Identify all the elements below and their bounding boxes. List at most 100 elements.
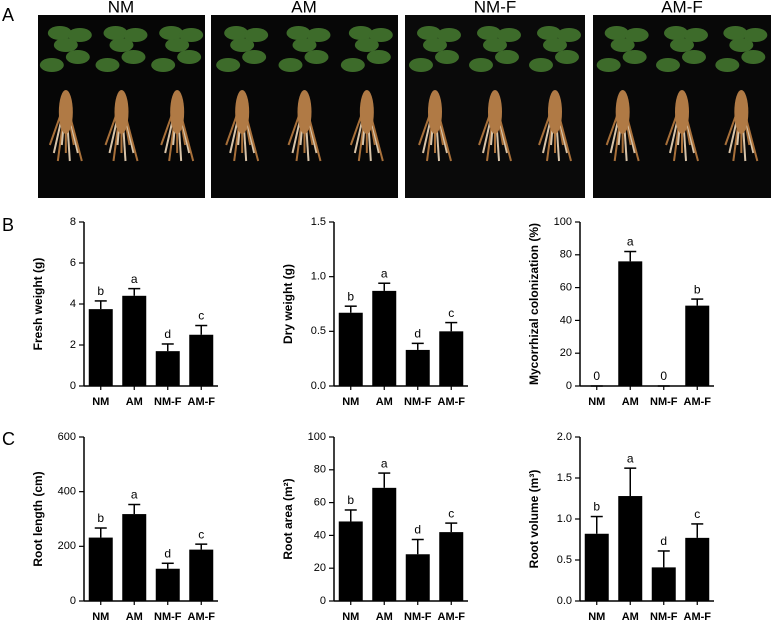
leaf <box>610 38 635 52</box>
significance-label: b <box>593 500 600 514</box>
significance-label: c <box>448 306 454 320</box>
x-tick-label: NM <box>588 396 605 408</box>
y-tick-label: 20 <box>560 347 572 359</box>
leaf <box>684 28 708 42</box>
bar <box>685 537 710 601</box>
leaf <box>656 58 680 72</box>
root-mass <box>548 90 562 134</box>
bar <box>122 514 147 601</box>
root-mass <box>114 90 129 134</box>
chart: 0 20 40 60 80 100 Mycorrhizal colonization (%)… <box>527 216 714 408</box>
leaf <box>244 28 269 42</box>
leaf <box>121 50 146 64</box>
root-mass <box>488 90 502 134</box>
significance-label: c <box>694 507 700 521</box>
significance-label: d <box>164 327 171 341</box>
bar <box>189 334 214 386</box>
y-tick-label: 1.0 <box>311 271 326 283</box>
y-tick-label: 20 <box>314 562 326 574</box>
leaf <box>179 28 204 42</box>
x-tick-label: NM <box>342 396 359 408</box>
leaf <box>65 50 90 64</box>
root-mass <box>359 90 374 134</box>
y-tick-label: 0.5 <box>311 325 326 337</box>
root-mass <box>615 90 630 134</box>
leaf <box>224 26 249 40</box>
significance-label: a <box>381 266 388 280</box>
bar <box>685 305 710 386</box>
x-tick-label: AM <box>622 611 639 622</box>
significance-label: d <box>660 534 667 548</box>
y-tick-label: 0 <box>566 380 572 392</box>
significance-label: a <box>381 456 388 470</box>
y-tick-label: 0.0 <box>557 595 572 607</box>
root-mass <box>170 90 185 134</box>
leaf <box>743 28 768 42</box>
y-tick-label: 80 <box>314 464 326 476</box>
leaf <box>278 58 303 72</box>
y-tick-label: 0.5 <box>557 554 572 566</box>
significance-label: c <box>198 309 204 323</box>
x-tick-label: NM-F <box>404 396 432 408</box>
leaf <box>95 58 120 72</box>
x-tick-label: NM-F <box>154 611 182 622</box>
y-tick-label: 0.0 <box>311 380 326 392</box>
x-tick-label: NM-F <box>650 611 678 622</box>
leaf <box>177 50 202 64</box>
photos <box>38 15 771 198</box>
significance-label: a <box>627 235 634 249</box>
leaf <box>715 58 740 72</box>
leaf <box>729 38 754 52</box>
x-tick-label: AM-F <box>684 611 712 622</box>
x-tick-label: NM <box>92 611 109 622</box>
photo-label: AM-F <box>661 0 703 16</box>
y-tick-label: 8 <box>70 216 76 228</box>
bar <box>88 537 113 601</box>
panel-label: C <box>2 429 15 449</box>
leaf <box>304 50 329 64</box>
leaf <box>477 26 501 40</box>
y-tick-label: 40 <box>560 314 572 326</box>
panel-label: A <box>2 5 14 25</box>
leaf <box>292 38 317 52</box>
leaf <box>354 38 379 52</box>
y-tick-label: 2 <box>70 339 76 351</box>
leaf <box>216 58 241 72</box>
y-tick-label: 2.0 <box>557 431 572 443</box>
x-tick-label: AM <box>376 396 393 408</box>
y-tick-label: 4 <box>70 298 76 310</box>
x-tick-label: NM-F <box>404 611 432 622</box>
x-tick-label: AM-F <box>438 611 466 622</box>
leaf <box>103 26 128 40</box>
x-tick-label: NM <box>588 611 605 622</box>
x-tick-label: AM-F <box>188 611 216 622</box>
y-tick-label: 0 <box>70 380 76 392</box>
x-tick-label: AM-F <box>188 396 216 408</box>
x-tick-label: NM-F <box>154 396 182 408</box>
leaf <box>409 58 433 72</box>
x-tick-label: NM <box>342 611 359 622</box>
y-axis-title: Root length (cm) <box>31 471 45 566</box>
leaf <box>497 28 521 42</box>
bar <box>618 261 643 386</box>
leaf <box>368 28 393 42</box>
bar <box>122 295 147 386</box>
significance-label: 0 <box>593 369 600 383</box>
leaf <box>537 26 561 40</box>
leaf <box>230 38 255 52</box>
x-tick-label: NM-F <box>650 396 678 408</box>
leaf <box>437 28 461 42</box>
y-axis-title: Dry weight (g) <box>281 264 295 344</box>
y-tick-label: 100 <box>308 431 326 443</box>
y-tick-label: 6 <box>70 257 76 269</box>
leaf <box>723 26 748 40</box>
root-mass <box>675 90 689 134</box>
leaf <box>286 26 311 40</box>
bar <box>338 312 363 386</box>
y-tick-label: 100 <box>554 216 572 228</box>
y-tick-label: 0 <box>70 595 76 607</box>
leaf <box>159 26 184 40</box>
bar <box>618 496 643 601</box>
